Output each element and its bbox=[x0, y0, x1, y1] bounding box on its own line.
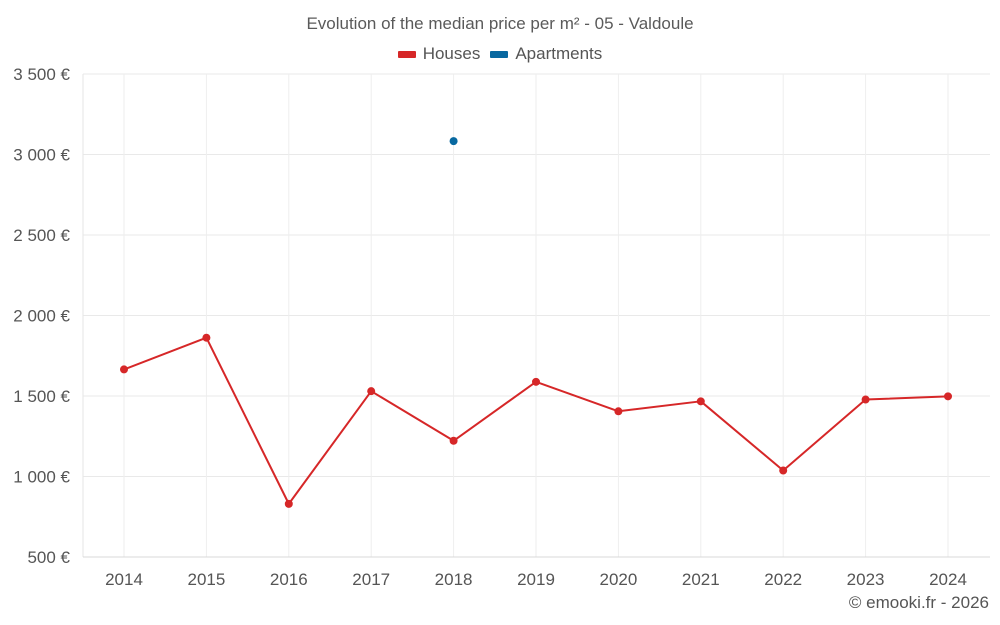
x-tick-label: 2016 bbox=[270, 570, 308, 589]
data-point-houses-2024 bbox=[944, 392, 952, 401]
data-point-houses-2015 bbox=[202, 333, 211, 342]
data-point-houses-2020 bbox=[614, 407, 623, 416]
data-point-houses-2023 bbox=[861, 395, 870, 404]
legend-item-apartments[interactable]: Apartments bbox=[490, 44, 602, 64]
y-tick-label: 1 500 € bbox=[13, 387, 70, 406]
legend-swatch-houses bbox=[397, 50, 416, 58]
y-tick-label: 3 000 € bbox=[13, 146, 70, 165]
data-point-houses-2018 bbox=[449, 436, 458, 445]
x-tick-label: 2023 bbox=[847, 570, 885, 589]
legend: Houses Apartments bbox=[0, 44, 1000, 64]
x-tick-label: 2018 bbox=[435, 570, 473, 589]
x-tick-label: 2024 bbox=[929, 570, 967, 589]
x-tick-label: 2019 bbox=[517, 570, 555, 589]
y-tick-label: 3 500 € bbox=[13, 65, 70, 84]
y-tick-label: 500 € bbox=[27, 548, 70, 567]
credit-text: © emooki.fr - 2026 bbox=[848, 593, 989, 612]
y-tick-label: 2 000 € bbox=[13, 307, 70, 326]
data-point-houses-2017 bbox=[367, 387, 376, 396]
data-point-houses-2019 bbox=[532, 377, 540, 386]
y-tick-label: 1 000 € bbox=[13, 468, 70, 487]
chart-title: Evolution of the median price per m² - 0… bbox=[306, 14, 694, 33]
legend-item-houses[interactable]: Houses bbox=[397, 44, 481, 64]
x-tick-label: 2015 bbox=[187, 570, 225, 589]
data-point-houses-2022 bbox=[779, 466, 788, 475]
x-tick-label: 2021 bbox=[682, 570, 720, 589]
legend-label-houses: Houses bbox=[422, 44, 481, 63]
x-tick-label: 2022 bbox=[764, 570, 802, 589]
x-tick-label: 2017 bbox=[352, 570, 390, 589]
legend-label-apartments: Apartments bbox=[515, 44, 603, 63]
x-tick-label: 2014 bbox=[105, 570, 143, 589]
legend-swatch-apartments bbox=[490, 50, 509, 58]
x-tick-label: 2020 bbox=[599, 570, 637, 589]
data-point-houses-2016 bbox=[284, 499, 293, 508]
data-point-apartments-2018 bbox=[449, 137, 458, 146]
data-point-houses-2021 bbox=[696, 397, 705, 406]
y-tick-label: 2 500 € bbox=[13, 226, 70, 245]
data-point-houses-2014 bbox=[120, 365, 128, 374]
